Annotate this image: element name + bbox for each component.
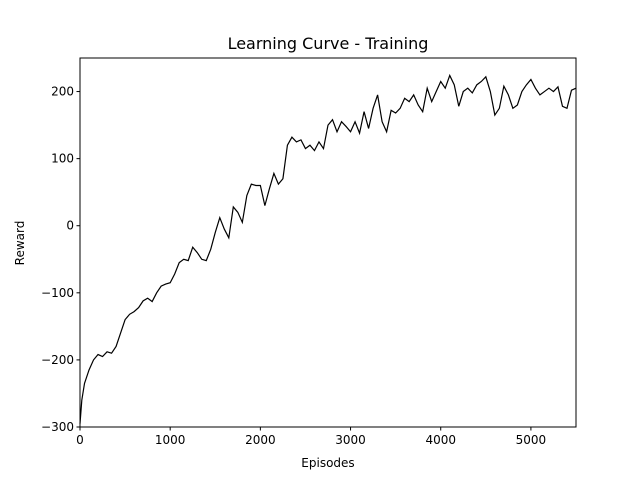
chart-title: Learning Curve - Training — [228, 34, 429, 53]
y-axis-label: Reward — [13, 221, 27, 266]
x-tick-label: 3000 — [335, 433, 366, 447]
y-tick-label: −300 — [41, 420, 74, 434]
y-tick-label: −100 — [41, 286, 74, 300]
x-tick-label: 2000 — [245, 433, 276, 447]
x-tick-label: 1000 — [155, 433, 186, 447]
x-tick-label: 4000 — [425, 433, 456, 447]
y-tick-label: 0 — [66, 219, 74, 233]
x-tick-label: 5000 — [516, 433, 547, 447]
plot-frame — [79, 57, 577, 428]
y-tick-label: 100 — [51, 152, 74, 166]
y-tick-label: −200 — [41, 353, 74, 367]
y-tick-label: 200 — [51, 85, 74, 99]
x-axis-label: Episodes — [301, 456, 354, 470]
x-tick-label: 0 — [76, 433, 84, 447]
line-series — [79, 73, 577, 424]
